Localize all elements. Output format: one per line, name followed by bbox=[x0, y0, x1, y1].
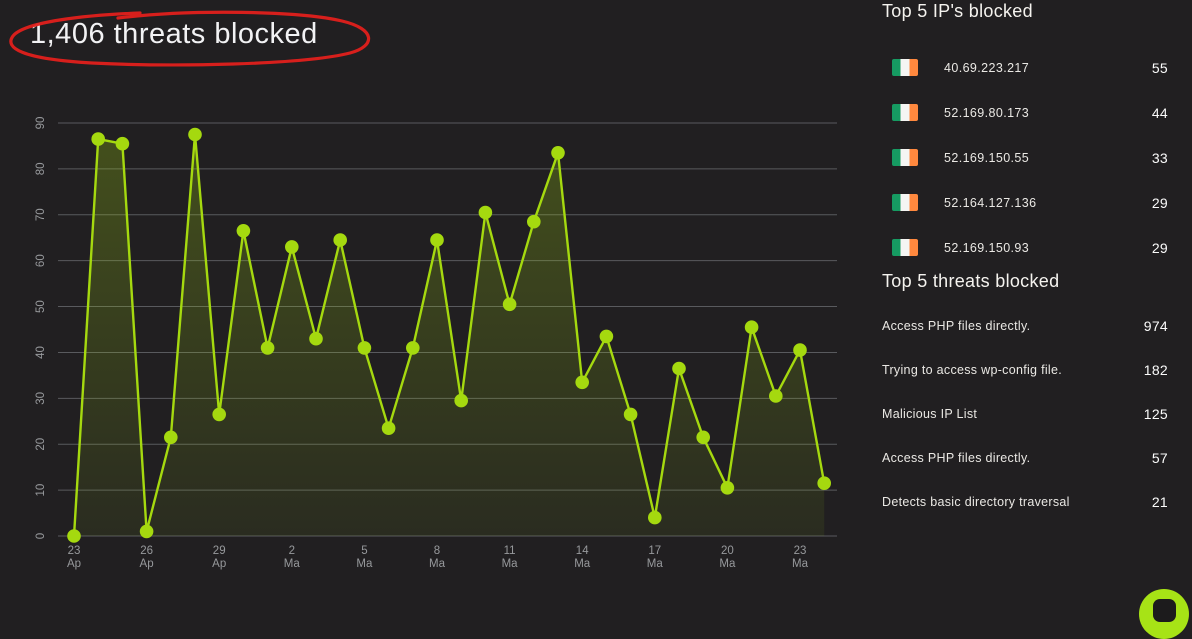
ip-row: 52.169.80.173 44 bbox=[882, 90, 1168, 135]
data-point-marker[interactable] bbox=[236, 224, 251, 238]
x-axis-tick-label: 14 Ma bbox=[574, 545, 591, 570]
data-point-marker[interactable] bbox=[793, 343, 807, 357]
y-axis-tick-label: 60 bbox=[35, 254, 47, 267]
ip-row: 52.164.127.136 29 bbox=[882, 180, 1168, 225]
y-axis-tick-label: 10 bbox=[35, 484, 47, 497]
x-axis-tick-label: 2 Ma bbox=[284, 545, 301, 570]
data-point-marker[interactable] bbox=[91, 132, 105, 146]
x-axis-tick-label: 20 Ma bbox=[719, 545, 736, 570]
stop-icon bbox=[1152, 599, 1176, 622]
threat-name: Malicious IP List bbox=[882, 407, 978, 421]
data-point-marker[interactable] bbox=[696, 430, 710, 445]
ip-row: 52.169.150.55 33 bbox=[882, 135, 1168, 180]
data-point-marker[interactable] bbox=[527, 214, 541, 229]
threat-count: 974 bbox=[1143, 318, 1168, 334]
ireland-flag-icon bbox=[892, 59, 918, 76]
data-point-marker[interactable] bbox=[285, 240, 299, 254]
data-point-marker[interactable] bbox=[648, 510, 662, 525]
y-axis-tick-label: 90 bbox=[35, 117, 47, 130]
y-axis-tick-label: 50 bbox=[35, 300, 47, 313]
x-axis-tick-label: 11 Ma bbox=[502, 545, 519, 570]
x-axis-tick-label: 26 Ap bbox=[140, 545, 154, 570]
blocked-ip-address: 52.164.127.136 bbox=[944, 195, 1037, 210]
data-point-marker[interactable] bbox=[164, 430, 178, 445]
threat-count: 125 bbox=[1143, 406, 1168, 422]
threat-row: Trying to access wp-config file. 182 bbox=[882, 348, 1168, 392]
threat-name: Access PHP files directly. bbox=[882, 319, 1031, 333]
threat-name: Detects basic directory traversal bbox=[882, 495, 1070, 509]
data-point-marker[interactable] bbox=[309, 331, 323, 346]
blocked-ip-address: 40.69.223.217 bbox=[944, 60, 1030, 75]
blocked-ip-count: 55 bbox=[1151, 59, 1168, 76]
data-point-marker[interactable] bbox=[260, 341, 275, 355]
x-axis-tick-label: 29 Ap bbox=[212, 545, 226, 570]
threat-name: Access PHP files directly. bbox=[882, 451, 1031, 465]
data-point-marker[interactable] bbox=[430, 233, 444, 247]
threat-row: Detects basic directory traversal 21 bbox=[882, 480, 1168, 524]
y-axis-tick-label: 70 bbox=[35, 208, 47, 221]
blocked-ip-count: 33 bbox=[1151, 149, 1168, 166]
blocked-ip-count: 44 bbox=[1151, 104, 1168, 121]
x-axis-tick-label: 5 Ma bbox=[356, 545, 373, 570]
threat-name: Trying to access wp-config file. bbox=[882, 363, 1063, 377]
blocked-ip-address: 52.169.80.173 bbox=[944, 105, 1030, 120]
x-axis-tick-label: 23 Ap bbox=[67, 545, 81, 570]
top-ips-title: Top 5 IP's blocked bbox=[882, 1, 1033, 21]
data-point-marker[interactable] bbox=[357, 341, 372, 355]
ireland-flag-icon bbox=[892, 194, 918, 211]
page-title: 1,406 threats blocked bbox=[30, 18, 318, 50]
top-threats-title: Top 5 threats blocked bbox=[882, 271, 1060, 291]
series-line bbox=[72, 133, 826, 538]
side-panel: Top 5 IP's blocked 40.69.223.217 55 52.169… bbox=[882, 0, 1168, 524]
data-point-marker[interactable] bbox=[599, 329, 614, 344]
data-point-marker[interactable] bbox=[478, 205, 493, 220]
data-point-marker[interactable] bbox=[67, 529, 81, 543]
y-axis-tick-label: 20 bbox=[35, 438, 47, 451]
x-axis-tick-label: 8 Ma bbox=[429, 545, 446, 570]
data-point-marker[interactable] bbox=[381, 421, 396, 436]
blocked-ip-address: 52.169.150.55 bbox=[944, 150, 1030, 165]
y-axis-tick-label: 30 bbox=[35, 392, 47, 405]
ip-row: 52.169.150.93 29 bbox=[882, 225, 1168, 270]
data-point-marker[interactable] bbox=[744, 320, 759, 334]
ip-row: 40.69.223.217 55 bbox=[882, 45, 1168, 90]
data-point-marker[interactable] bbox=[575, 375, 589, 390]
data-point-marker[interactable] bbox=[769, 389, 783, 403]
data-point-marker[interactable] bbox=[139, 524, 154, 539]
floating-widget-button[interactable] bbox=[1139, 589, 1189, 639]
data-point-marker[interactable] bbox=[212, 407, 226, 422]
threat-count: 182 bbox=[1143, 362, 1168, 378]
blocked-ip-count: 29 bbox=[1151, 194, 1168, 211]
x-axis-tick-label: 23 Ma bbox=[792, 545, 809, 570]
area-fill bbox=[74, 134, 825, 536]
data-point-marker[interactable] bbox=[115, 136, 130, 151]
threat-row: Access PHP files directly. 57 bbox=[882, 436, 1168, 480]
data-point-marker[interactable] bbox=[406, 341, 420, 355]
data-point-marker[interactable] bbox=[551, 146, 565, 160]
data-point-marker[interactable] bbox=[454, 393, 469, 408]
threat-row: Access PHP files directly. 974 bbox=[882, 304, 1168, 348]
blocked-ip-count: 29 bbox=[1151, 239, 1168, 256]
data-point-marker[interactable] bbox=[333, 233, 348, 247]
data-point-marker[interactable] bbox=[817, 476, 831, 491]
top-threats-list: Access PHP files directly. 974 Trying to a… bbox=[882, 304, 1168, 524]
ireland-flag-icon bbox=[892, 239, 918, 256]
data-point-marker[interactable] bbox=[720, 481, 735, 495]
threat-count: 21 bbox=[1151, 494, 1168, 510]
threat-row: Malicious IP List 125 bbox=[882, 392, 1168, 436]
x-axis-tick-label: 17 Ma bbox=[647, 545, 664, 570]
data-point-marker[interactable] bbox=[502, 297, 517, 312]
top-ips-list: 40.69.223.217 55 52.169.80.173 44 52.169.150… bbox=[882, 45, 1168, 270]
data-point-marker[interactable] bbox=[623, 407, 638, 422]
threats-area-chart[interactable]: 0 10 20 30 40 50 60 70 80 90 23 Ap 26 Ap 29 Ap 2 Ma 5 Ma 8 Ma… bbox=[18, 92, 850, 604]
ireland-flag-icon bbox=[892, 149, 918, 166]
data-point-marker[interactable] bbox=[672, 361, 686, 376]
ireland-flag-icon bbox=[892, 104, 918, 121]
data-point-marker[interactable] bbox=[188, 127, 202, 142]
y-axis-tick-label: 80 bbox=[35, 162, 47, 175]
y-axis-tick-label: 0 bbox=[35, 533, 47, 539]
y-axis-tick-label: 40 bbox=[35, 346, 47, 359]
threat-count: 57 bbox=[1151, 450, 1168, 466]
blocked-ip-address: 52.169.150.93 bbox=[944, 240, 1030, 255]
